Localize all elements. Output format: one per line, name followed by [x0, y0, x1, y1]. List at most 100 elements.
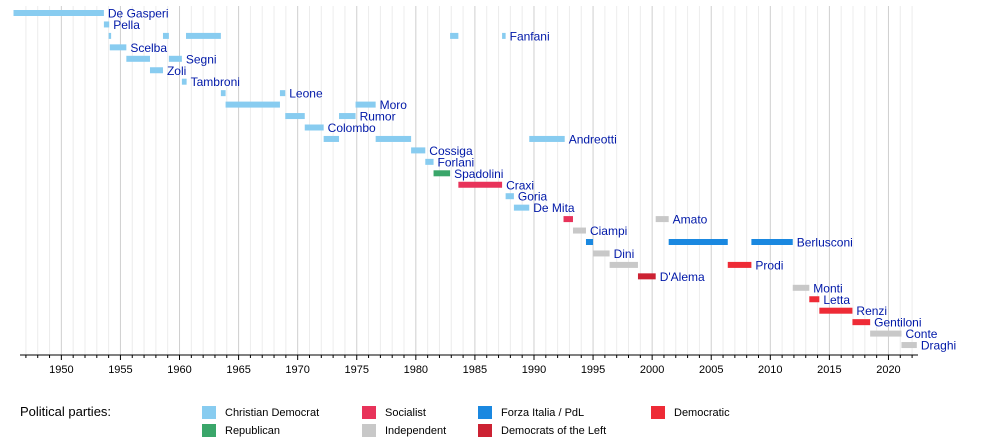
legend-label: Independent [385, 424, 447, 437]
term-bar [108, 32, 112, 39]
pm-name-label: Draghi [921, 339, 956, 353]
term-bar [450, 32, 459, 39]
pm-name-label: Leone [289, 87, 323, 101]
legend-label: Democrats of the Left [501, 424, 607, 437]
term-bar [411, 147, 426, 154]
term-bar [655, 216, 669, 223]
x-tick-label: 1960 [167, 364, 191, 376]
pm-name-label: Goria [518, 190, 548, 204]
legend-swatch [478, 406, 492, 419]
legend-label: Socialist [385, 406, 426, 419]
term-bar [126, 55, 150, 62]
term-bar [751, 239, 793, 245]
pm-name-label: De Gasperi [108, 7, 169, 21]
term-bar [593, 250, 610, 257]
grid [25, 6, 913, 355]
term-bar [513, 204, 530, 211]
bars [13, 10, 917, 349]
term-bar [323, 135, 340, 142]
x-tick-label: 2020 [876, 364, 900, 376]
term-bar [186, 32, 221, 39]
x-tick-label: 1995 [581, 364, 605, 376]
legend-title: Political parties: [20, 404, 112, 419]
term-bar [285, 113, 305, 120]
legend-label: Democratic [674, 406, 730, 419]
term-bar [103, 21, 110, 28]
pm-name-label: Rumor [360, 110, 396, 124]
term-bar [458, 181, 503, 188]
term-bar [819, 307, 853, 314]
pm-name-label: Ciampi [590, 224, 627, 238]
term-bar [425, 158, 434, 165]
pm-name-label: Letta [823, 293, 850, 307]
legend-item-ind: Independent [362, 424, 446, 437]
term-bar [572, 227, 586, 234]
term-bar [870, 330, 902, 337]
pm-name-label: Pella [113, 18, 140, 32]
legend-swatch [362, 424, 376, 437]
pm-name-label: Prodi [755, 258, 783, 272]
legend-item-dc: Christian Democrat [202, 406, 319, 419]
term-bar [852, 319, 871, 326]
pm-name-label: Craxi [506, 178, 534, 192]
legend-swatch [202, 406, 216, 419]
term-bar [304, 124, 324, 131]
term-bar [502, 32, 506, 39]
term-bar [220, 90, 226, 97]
x-tick-label: 2015 [817, 364, 841, 376]
term-bar [637, 273, 656, 280]
term-bar [149, 67, 163, 74]
term-bar [529, 135, 565, 142]
term-bar [109, 44, 127, 51]
pm-name-label: Dini [614, 247, 635, 261]
term-bar [181, 78, 187, 85]
pm-name-label: Tambroni [191, 75, 240, 89]
term-bar [168, 55, 182, 62]
legend-label: Forza Italia / PdL [501, 406, 585, 419]
pm-name-label: Scelba [130, 41, 167, 55]
x-tick-label: 2010 [758, 364, 782, 376]
legend-item-pri: Republican [202, 424, 280, 437]
x-tick-label: 1970 [285, 364, 309, 376]
term-bar [375, 135, 412, 142]
x-tick-label: 2000 [640, 364, 664, 376]
term-bar [727, 261, 752, 268]
pm-name-label: Cossiga [429, 144, 473, 158]
pm-name-label: Spadolini [454, 167, 503, 181]
pm-name-label: Andreotti [569, 132, 617, 146]
legend-swatch [651, 406, 665, 419]
pm-name-label: Monti [813, 281, 842, 295]
legend-label: Republican [225, 424, 281, 437]
x-tick-label: 1965 [226, 364, 250, 376]
term-bar [901, 342, 917, 349]
term-bar [339, 113, 356, 120]
x-tick-label: 1990 [522, 364, 546, 376]
pm-name-label: Moro [380, 98, 408, 112]
legend-item-pd: Democratic [651, 406, 730, 419]
pm-name-label: De Mita [533, 201, 575, 215]
pm-name-label: Renzi [856, 304, 887, 318]
x-tick-label: 1955 [108, 364, 132, 376]
pm-name-label: Amato [673, 213, 708, 227]
term-bar [668, 239, 728, 245]
pm-name-label: Colombo [328, 121, 376, 135]
x-tick-label: 2005 [699, 364, 723, 376]
term-bar [505, 193, 514, 200]
pm-name-label: Fanfani [510, 29, 550, 43]
legend-item-fi: Forza Italia / PdL [478, 406, 584, 419]
pm-name-label: Conte [905, 327, 937, 341]
pm-name-label: Berlusconi [797, 236, 853, 250]
legend-item-ds: Democrats of the Left [478, 424, 606, 437]
term-bar [13, 10, 104, 16]
pm-name-label: Gentiloni [874, 316, 921, 330]
x-tick-label: 1975 [345, 364, 369, 376]
x-axis: 1950 1955 1960 1965 1970 1975 1980 1985 1990 1995… [20, 354, 918, 376]
pm-name-label: Zoli [167, 64, 186, 78]
pm-name-label: D'Alema [660, 270, 705, 284]
term-bar [355, 101, 376, 108]
legend-label: Christian Democrat [225, 406, 320, 419]
x-tick-label: 1985 [463, 364, 487, 376]
term-bar [809, 296, 820, 303]
